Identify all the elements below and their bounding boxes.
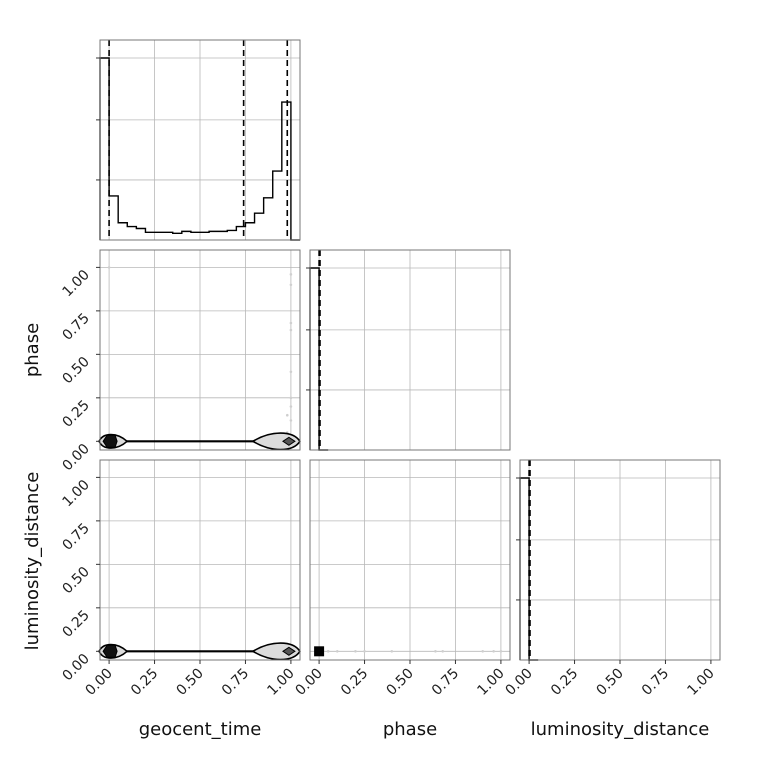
ytick-label-luminosity_distance-0: 0.00 [59,651,92,684]
scatter-point-0-7 [289,405,293,408]
scatter-point-2-5 [434,650,437,653]
panel-frame-10 [99,249,301,451]
ytick-label-phase-2: 0.50 [59,354,92,387]
scatter-point-2-7 [481,650,485,653]
scatter-point-0-8 [285,413,289,417]
scatter-point-0-9 [289,419,293,422]
xtick-label-geocent_time-2: 0.50 [173,666,206,699]
xtick-label-geocent_time-3: 0.75 [219,666,252,699]
scatter-point-0-4 [289,328,293,332]
density-core-2 [314,646,325,657]
xtick-label-geocent_time-4: 1.00 [264,666,297,699]
scatter-point-2-6 [441,650,445,653]
xtick-label-phase-0: 0.00 [293,666,326,699]
histogram-geocent_time [99,57,300,241]
scatter-point-2-9 [499,650,503,653]
xtick-label-phase-1: 0.25 [338,666,371,699]
xtick-label-luminosity_distance-0: 0.00 [503,666,536,699]
scatter-point-0-3 [289,321,293,325]
ytick-label-luminosity_distance-2: 0.50 [59,564,92,597]
xtick-label-geocent_time-0: 0.00 [83,666,116,699]
scatter-point-0-1 [289,273,293,276]
ytick-label-phase-3: 0.75 [59,310,92,343]
scatter-point-0-0 [107,266,111,269]
xtick-label-luminosity_distance-3: 0.75 [639,666,672,699]
scatter-point-0-2 [289,283,293,287]
xtick-label-luminosity_distance-1: 0.25 [548,666,581,699]
scatter-point-2-2 [354,650,357,653]
panel-frame-11 [309,249,511,451]
scatter-point-2-0 [326,650,330,653]
xtick-label-geocent_time-1: 0.25 [128,666,161,699]
scatter-point-2-8 [492,650,495,653]
ytick-label-phase-1: 0.25 [59,397,92,430]
scatter-point-0-6 [289,396,293,400]
ytick-label-luminosity_distance-1: 0.25 [59,607,92,640]
contour-right-core-0 [282,436,296,446]
scatter-point-0-5 [289,370,293,374]
xlabel-luminosity-distance: luminosity_distance [531,719,710,740]
xtick-label-phase-3: 0.75 [429,666,462,699]
ylabel-luminosity-distance: luminosity_distance [22,472,43,651]
xtick-label-phase-4: 1.00 [474,666,507,699]
xtick-label-luminosity_distance-4: 1.00 [684,666,717,699]
xtick-label-phase-2: 0.50 [383,666,416,699]
contour-right-core-1 [282,646,296,656]
scatter-point-2-3 [363,650,366,653]
scatter-point-2-1 [335,650,339,653]
panel-frame-00 [99,39,301,241]
contour-left-core-1 [102,644,118,658]
xlabel-geocent-time: geocent_time [139,719,262,740]
scatter-point-2-4 [390,650,394,653]
ytick-label-phase-0: 0.00 [59,441,92,474]
ylabel-phase: phase [22,323,43,377]
ytick-label-luminosity_distance-3: 0.75 [59,520,92,553]
xlabel-phase: phase [383,719,437,740]
contour-left-core-0 [102,434,118,448]
ytick-label-luminosity_distance-4: 1.00 [59,477,92,510]
xtick-label-luminosity_distance-2: 0.50 [593,666,626,699]
ytick-label-phase-4: 1.00 [59,267,92,300]
